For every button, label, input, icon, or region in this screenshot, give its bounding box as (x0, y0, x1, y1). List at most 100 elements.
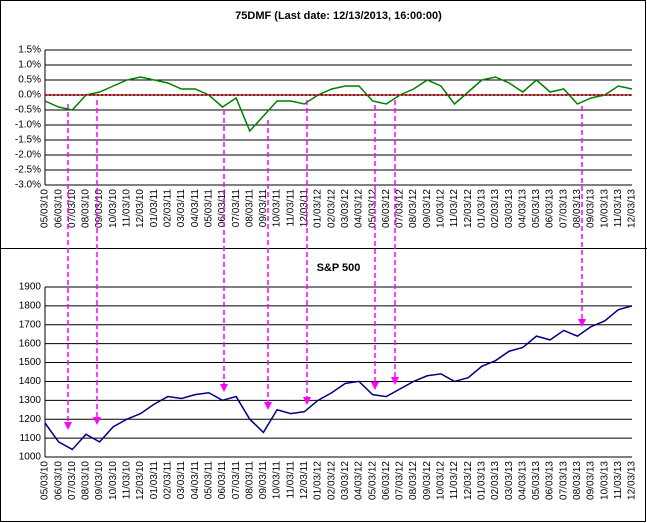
x-tick-label: 11/03/12 (449, 461, 460, 500)
y-tick-label: 1100 (19, 433, 41, 444)
x-tick-label: 05/03/10 (40, 461, 51, 500)
x-tick-label: 05/03/11 (203, 189, 214, 228)
x-tick-label: 08/03/12 (408, 461, 419, 500)
x-tick-label: 12/03/13 (627, 461, 638, 500)
x-tick-label: 08/03/11 (244, 189, 255, 228)
x-tick-label: 11/03/13 (613, 189, 624, 228)
x-tick-label: 09/03/12 (422, 461, 433, 500)
x-tick-label: 08/03/12 (408, 189, 419, 228)
chart-title: S&P 500 (317, 262, 361, 274)
arrow-head (264, 402, 272, 410)
x-tick-label: 05/03/13 (531, 189, 542, 228)
x-tick-label: 03/03/12 (340, 461, 351, 500)
y-tick-label: 1.0% (18, 60, 41, 71)
x-tick-label: 01/03/12 (313, 189, 324, 228)
x-tick-label: 12/03/10 (135, 461, 146, 500)
x-tick-label: 06/03/11 (217, 189, 228, 228)
x-tick-label: 05/03/12 (367, 189, 378, 228)
x-tick-label: 04/03/11 (190, 461, 201, 500)
x-tick-label: 02/03/12 (326, 461, 337, 500)
x-tick-label: 01/03/13 (476, 189, 487, 228)
y-tick-label: 1900 (19, 282, 42, 293)
x-tick-label: 11/03/11 (285, 189, 296, 227)
data-line (44, 76, 633, 133)
x-tick-label: 12/03/12 (463, 189, 474, 228)
x-tick-label: 06/03/12 (381, 189, 392, 228)
x-tick-label: 08/03/10 (81, 189, 92, 228)
x-tick-label: 07/03/10 (67, 461, 78, 500)
x-tick-label: 03/03/13 (504, 461, 515, 500)
y-tick-label: 0.0% (18, 90, 41, 101)
y-tick-label: -0.5% (15, 105, 41, 116)
x-tick-label: 10/03/12 (436, 189, 447, 228)
x-tick-label: 11/03/12 (449, 189, 460, 228)
x-tick-label: 09/03/11 (258, 189, 269, 228)
x-tick-label: 08/03/11 (244, 461, 255, 500)
x-tick-label: 07/03/13 (558, 189, 569, 228)
x-tick-label: 12/03/12 (463, 461, 474, 500)
x-tick-label: 08/03/13 (572, 461, 583, 500)
x-tick-label: 10/03/11 (272, 461, 283, 500)
y-tick-label: -2.0% (15, 150, 41, 161)
x-tick-label: 06/03/13 (545, 189, 556, 228)
x-tick-label: 05/03/12 (367, 461, 378, 500)
x-tick-label: 02/03/11 (163, 461, 174, 500)
x-tick-label: 02/03/13 (490, 461, 501, 500)
arrow-head (220, 384, 228, 392)
arrow-head (371, 382, 379, 390)
y-tick-label: 1600 (19, 338, 42, 349)
y-tick-label: 1800 (19, 301, 42, 312)
x-tick-label: 03/03/13 (504, 189, 515, 228)
x-tick-label: 08/03/13 (572, 189, 583, 228)
y-tick-label: 1.5% (18, 45, 41, 56)
x-tick-label: 05/03/13 (531, 461, 542, 500)
x-tick-label: 05/03/10 (40, 189, 51, 228)
x-tick-label: 09/03/11 (258, 461, 269, 500)
y-tick-label: -3.0% (15, 180, 41, 191)
x-tick-label: 04/03/12 (354, 189, 365, 228)
x-tick-label: 01/03/12 (313, 461, 324, 500)
x-tick-label: 04/03/13 (517, 461, 528, 500)
x-tick-label: 06/03/13 (545, 461, 556, 500)
x-tick-label: 07/03/10 (67, 189, 78, 228)
arrows (64, 100, 586, 430)
y-tick-label: 1200 (19, 414, 42, 425)
x-tick-label: 11/03/13 (613, 461, 624, 500)
x-tick-label: 01/03/11 (149, 189, 160, 228)
x-tick-label: 12/03/10 (135, 189, 146, 228)
data-line (44, 305, 633, 451)
x-tick-label: 10/03/11 (272, 189, 283, 228)
x-tick-label: 08/03/10 (81, 461, 92, 500)
y-tick-label: -1.5% (15, 135, 41, 146)
x-tick-label: 10/03/10 (108, 189, 119, 228)
x-tick-label: 09/03/10 (94, 461, 105, 500)
x-tick-label: 01/03/11 (149, 461, 160, 500)
x-tick-label: 04/03/13 (517, 189, 528, 228)
y-tick-label: -2.5% (15, 165, 41, 176)
x-tick-label: 09/03/13 (586, 189, 597, 228)
x-tick-label: 01/03/13 (476, 461, 487, 500)
x-tick-label: 11/03/10 (122, 189, 133, 228)
arrow-head (391, 377, 399, 385)
x-tick-label: 06/03/11 (217, 461, 228, 500)
x-tick-label: 03/03/11 (176, 189, 187, 228)
x-tick-label: 04/03/12 (354, 461, 365, 500)
y-tick-label: 1400 (19, 376, 42, 387)
x-tick-label: 02/03/11 (163, 189, 174, 228)
y-tick-label: 1300 (19, 395, 42, 406)
x-tick-label: 07/03/13 (558, 461, 569, 500)
arrow-head (64, 422, 72, 430)
x-tick-label: 10/03/13 (599, 461, 610, 500)
x-tick-label: 07/03/12 (395, 189, 406, 228)
arrow-head (93, 417, 101, 425)
x-tick-label: 02/03/12 (326, 189, 337, 228)
x-tick-label: 10/03/13 (599, 189, 610, 228)
y-tick-label: 1700 (19, 319, 42, 330)
x-tick-label: 06/03/10 (53, 189, 64, 228)
x-tick-label: 11/03/10 (122, 461, 133, 500)
y-tick-label: -1.0% (15, 120, 41, 131)
x-tick-label: 06/03/12 (381, 461, 392, 500)
x-tick-label: 05/03/11 (203, 461, 214, 500)
